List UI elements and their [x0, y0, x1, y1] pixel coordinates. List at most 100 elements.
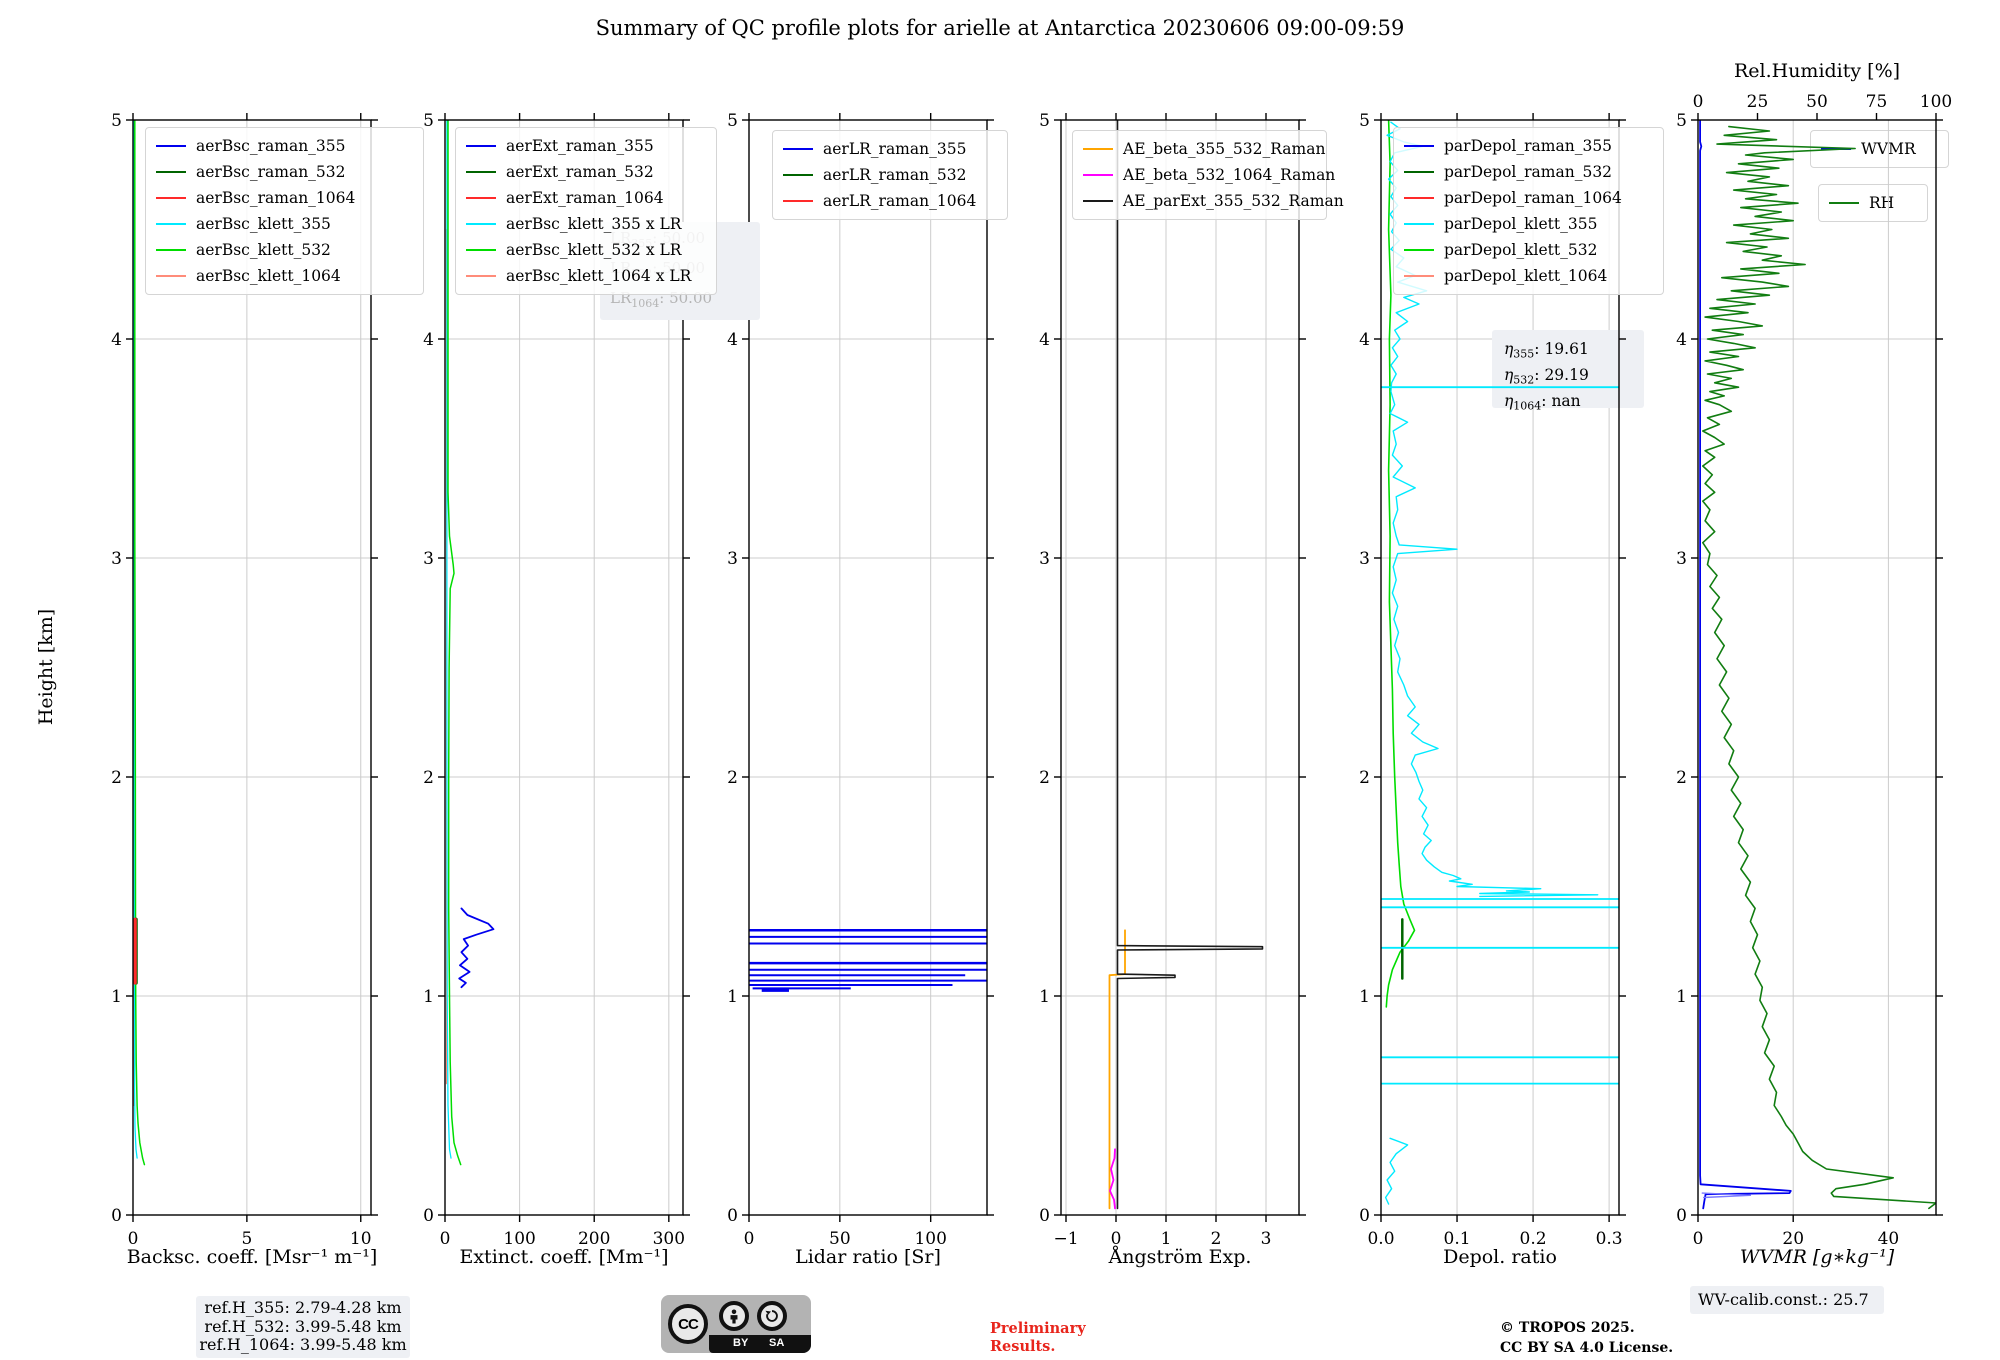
svg-text:300: 300: [653, 1229, 685, 1249]
x-axis-label-backscatter: Backsc. coeff. [Msr⁻¹ m⁻¹]: [126, 1246, 378, 1268]
svg-text:2: 2: [423, 768, 434, 788]
svg-text:0.0: 0.0: [1367, 1229, 1394, 1249]
legend-item: aerLR_raman_532: [783, 162, 997, 188]
svg-text:5: 5: [111, 111, 122, 131]
series-aerBsc_klett_532_xLR: [447, 120, 462, 1166]
legend-swatch: [156, 222, 186, 226]
svg-text:3: 3: [727, 549, 738, 569]
legend-label: aerLR_raman_532: [823, 166, 967, 184]
cc-badge-strip: BY SA: [709, 1335, 811, 1353]
svg-text:100: 100: [1920, 92, 1952, 112]
legend-item: aerBsc_klett_1064: [156, 263, 413, 289]
legend-item: aerBsc_klett_355: [156, 211, 413, 237]
legend-label: AE_beta_532_1064_Raman: [1123, 166, 1336, 184]
svg-text:η532: 29.19: η532: 29.19: [1504, 366, 1589, 387]
figure-title: Summary of QC profile plots for arielle …: [595, 16, 1405, 40]
cc-by-person-icon: [719, 1301, 749, 1331]
svg-text:0.3: 0.3: [1596, 1229, 1623, 1249]
svg-text:1: 1: [1039, 987, 1050, 1007]
svg-text:4: 4: [423, 330, 434, 350]
series-aerBsc_klett_355_xLR: [446, 120, 452, 1159]
legend-swatch: [156, 248, 186, 252]
legend-item: aerExt_raman_1064: [466, 185, 706, 211]
legend-swatch: [1404, 170, 1434, 174]
svg-text:5: 5: [1359, 111, 1370, 131]
svg-text:4: 4: [727, 330, 738, 350]
legend-item: parDepol_klett_355: [1404, 211, 1653, 237]
svg-text:2: 2: [1359, 768, 1370, 788]
series-aerExt_raman_355: [458, 907, 495, 989]
svg-text:0: 0: [1676, 1206, 1687, 1226]
legend-label: parDepol_klett_355: [1444, 215, 1598, 233]
legend-item: AE_parExt_355_532_Raman: [1083, 188, 1344, 214]
svg-text:η355: 19.61: η355: 19.61: [1504, 340, 1589, 361]
legend-swatch: [1083, 173, 1113, 177]
svg-text:40: 40: [1878, 1229, 1900, 1249]
legend-label: parDepol_raman_355: [1444, 137, 1613, 155]
series-aerBsc_klett_532: [134, 120, 146, 1166]
series-AE_beta_532_1064_Raman: [1109, 1148, 1116, 1210]
svg-text:2: 2: [1039, 768, 1050, 788]
legend-panel-1: aerExt_raman_355 aerExt_raman_532 aerExt_r…: [455, 127, 717, 295]
legend-label: aerBsc_raman_1064: [196, 189, 356, 207]
svg-text:2: 2: [111, 768, 122, 788]
legend-label: aerLR_raman_1064: [823, 192, 977, 210]
cc-sa-label: SA: [769, 1337, 785, 1349]
svg-text:4: 4: [1039, 330, 1050, 350]
ref-h-1064: ref.H_1064: 3.99-5.48 km: [199, 1335, 407, 1354]
legend-panel-2: aerLR_raman_355 aerLR_raman_532 aerLR_rama…: [772, 130, 1008, 220]
series-WVMR: [1699, 120, 1792, 1210]
legend-item: aerBsc_raman_532: [156, 159, 413, 185]
legend-label: aerLR_raman_355: [823, 140, 967, 158]
panel-0: 0 5 10 0 1 2 3 4 5: [111, 111, 378, 1249]
svg-text:1: 1: [111, 987, 122, 1007]
y-axis-label: Height [km]: [35, 608, 57, 726]
svg-text:0: 0: [111, 1206, 122, 1226]
svg-text:4: 4: [111, 330, 122, 350]
legend-item: parDepol_raman_355: [1404, 133, 1653, 159]
svg-text:1: 1: [727, 987, 738, 1007]
legend-swatch: [466, 170, 496, 174]
legend-label: RH: [1869, 194, 1895, 212]
legend-item: parDepol_raman_532: [1404, 159, 1653, 185]
legend-swatch: [1404, 222, 1434, 226]
svg-text:0: 0: [1359, 1206, 1370, 1226]
x-axis-label-lidar-ratio: Lidar ratio [Sr]: [795, 1246, 941, 1268]
cc-by-label: BY: [733, 1337, 749, 1349]
legend-label: aerBsc_klett_532 x LR: [506, 241, 682, 259]
svg-text:η1064: nan: η1064: nan: [1504, 392, 1581, 413]
legend-rh: RH: [1818, 184, 1928, 222]
svg-text:25: 25: [1747, 92, 1769, 112]
svg-text:100: 100: [503, 1229, 535, 1249]
legend-swatch: [1829, 201, 1859, 205]
x-axis-label-extinction: Extinct. coeff. [Mm⁻¹]: [459, 1246, 669, 1268]
legend-item: aerBsc_klett_355 x LR: [466, 211, 706, 237]
panel-5: 0 20 40 0 25 50 75 100 0 1 2 3 4 5: [1676, 92, 1952, 1249]
ref-h-532: ref.H_532: 3.99-5.48 km: [204, 1316, 402, 1336]
series-WVMR_secondary: [1701, 1192, 1752, 1199]
svg-text:0: 0: [744, 1229, 755, 1249]
svg-text:0: 0: [727, 1206, 738, 1226]
cc-license-badge: BY SA CC: [661, 1295, 811, 1353]
svg-text:3: 3: [1359, 549, 1370, 569]
legend-item: aerBsc_raman_355: [156, 133, 413, 159]
legend-label: aerExt_raman_532: [506, 163, 654, 181]
legend-swatch: [783, 199, 813, 203]
wv-calib-annotation: WV-calib.const.: 25.7: [1690, 1286, 1884, 1314]
copyright-note: © TROPOS 2025. CC BY SA 4.0 License.: [1500, 1320, 1674, 1356]
svg-text:75: 75: [1866, 92, 1888, 112]
svg-text:3: 3: [1261, 1229, 1272, 1249]
legend-swatch: [466, 248, 496, 252]
legend-label: aerBsc_raman_355: [196, 137, 346, 155]
svg-text:50: 50: [1806, 92, 1828, 112]
legend-panel-0: aerBsc_raman_355 aerBsc_raman_532 aerBsc_r…: [145, 127, 424, 295]
legend-label: aerBsc_klett_1064: [196, 267, 341, 285]
legend-label: aerBsc_klett_355 x LR: [506, 215, 682, 233]
legend-item: aerLR_raman_355: [783, 136, 997, 162]
cc-sa-arrow-icon: [757, 1301, 787, 1331]
svg-text:5: 5: [423, 111, 434, 131]
legend-label: aerBsc_raman_532: [196, 163, 346, 181]
series-parDepol_klett_355_low: [1384, 1137, 1409, 1205]
legend-item: aerBsc_klett_532 x LR: [466, 237, 706, 263]
